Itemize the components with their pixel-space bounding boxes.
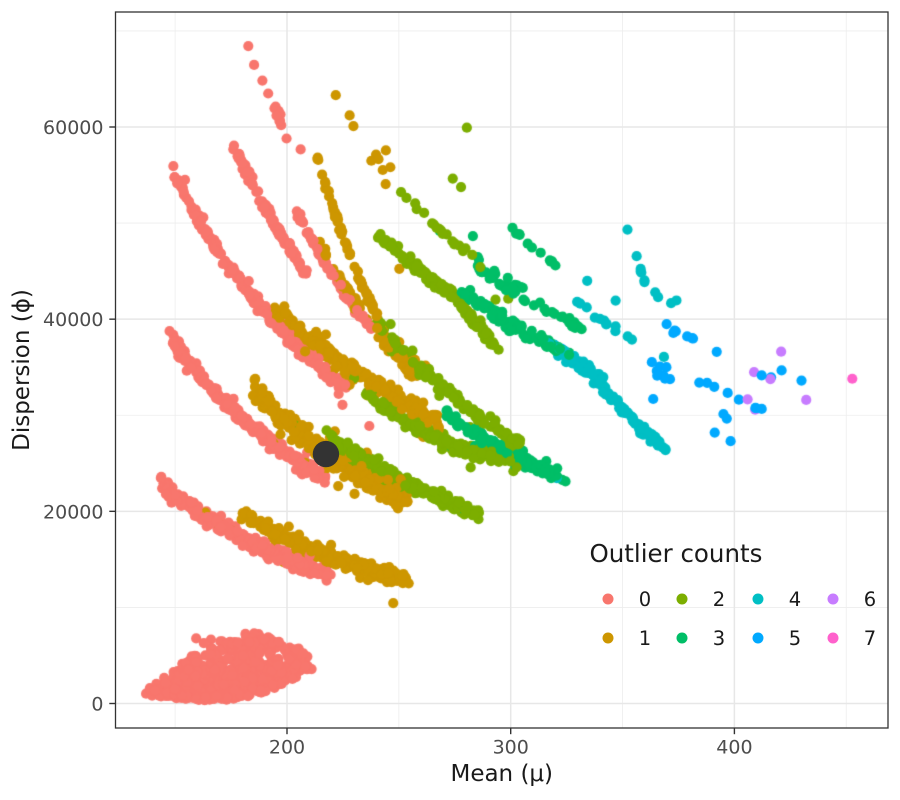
legend-item-7: 7 <box>827 627 876 650</box>
x-tick-label: 200 <box>269 737 305 759</box>
y-tick-label: 40000 <box>43 309 103 331</box>
legend-key-dot <box>602 632 614 644</box>
annotation-point <box>312 440 340 468</box>
y-axis-title: Dispersion (ϕ) <box>9 289 35 451</box>
legend-key-dot <box>752 593 764 605</box>
legend-item-label: 2 <box>713 588 725 611</box>
legend-items: 0 1 2 3 4 5 6 7 <box>602 588 876 650</box>
legend-item-0: 0 <box>602 588 651 611</box>
legend-key-dot <box>602 593 614 605</box>
x-axis-title: Mean (μ) <box>450 761 553 787</box>
legend-key-dot <box>676 593 688 605</box>
legend-item-label: 0 <box>639 588 651 611</box>
x-tick-label: 300 <box>493 737 529 759</box>
legend-item-label: 3 <box>713 627 725 650</box>
legend-key-dot <box>827 593 839 605</box>
y-tick-label: 60000 <box>43 117 103 139</box>
legend-item-5: 5 <box>752 627 801 650</box>
legend-item-4: 4 <box>752 588 801 611</box>
panel-border <box>114 11 889 729</box>
y-tick-label: 20000 <box>43 501 103 523</box>
legend: Outlier counts 0 1 2 3 4 5 6 7 <box>590 539 877 650</box>
legend-item-label: 4 <box>789 588 801 611</box>
legend-item-label: 1 <box>639 627 651 650</box>
legend-key-dot <box>827 632 839 644</box>
legend-title: Outlier counts <box>590 539 763 568</box>
legend-key-dot <box>752 632 764 644</box>
legend-item-1: 1 <box>602 627 651 650</box>
legend-key-dot <box>676 632 688 644</box>
legend-item-label: 7 <box>864 627 876 650</box>
x-tick-label: 400 <box>716 737 752 759</box>
axis-tick-labels: 200 300 400 0 20000 40000 60000 <box>43 117 752 758</box>
y-tick-label: 0 <box>91 694 103 716</box>
legend-item-2: 2 <box>676 588 725 611</box>
legend-item-label: 6 <box>864 588 876 611</box>
legend-item-label: 5 <box>789 627 801 650</box>
axis-ticks <box>109 126 736 735</box>
legend-item-6: 6 <box>827 588 876 611</box>
legend-item-3: 3 <box>676 627 725 650</box>
